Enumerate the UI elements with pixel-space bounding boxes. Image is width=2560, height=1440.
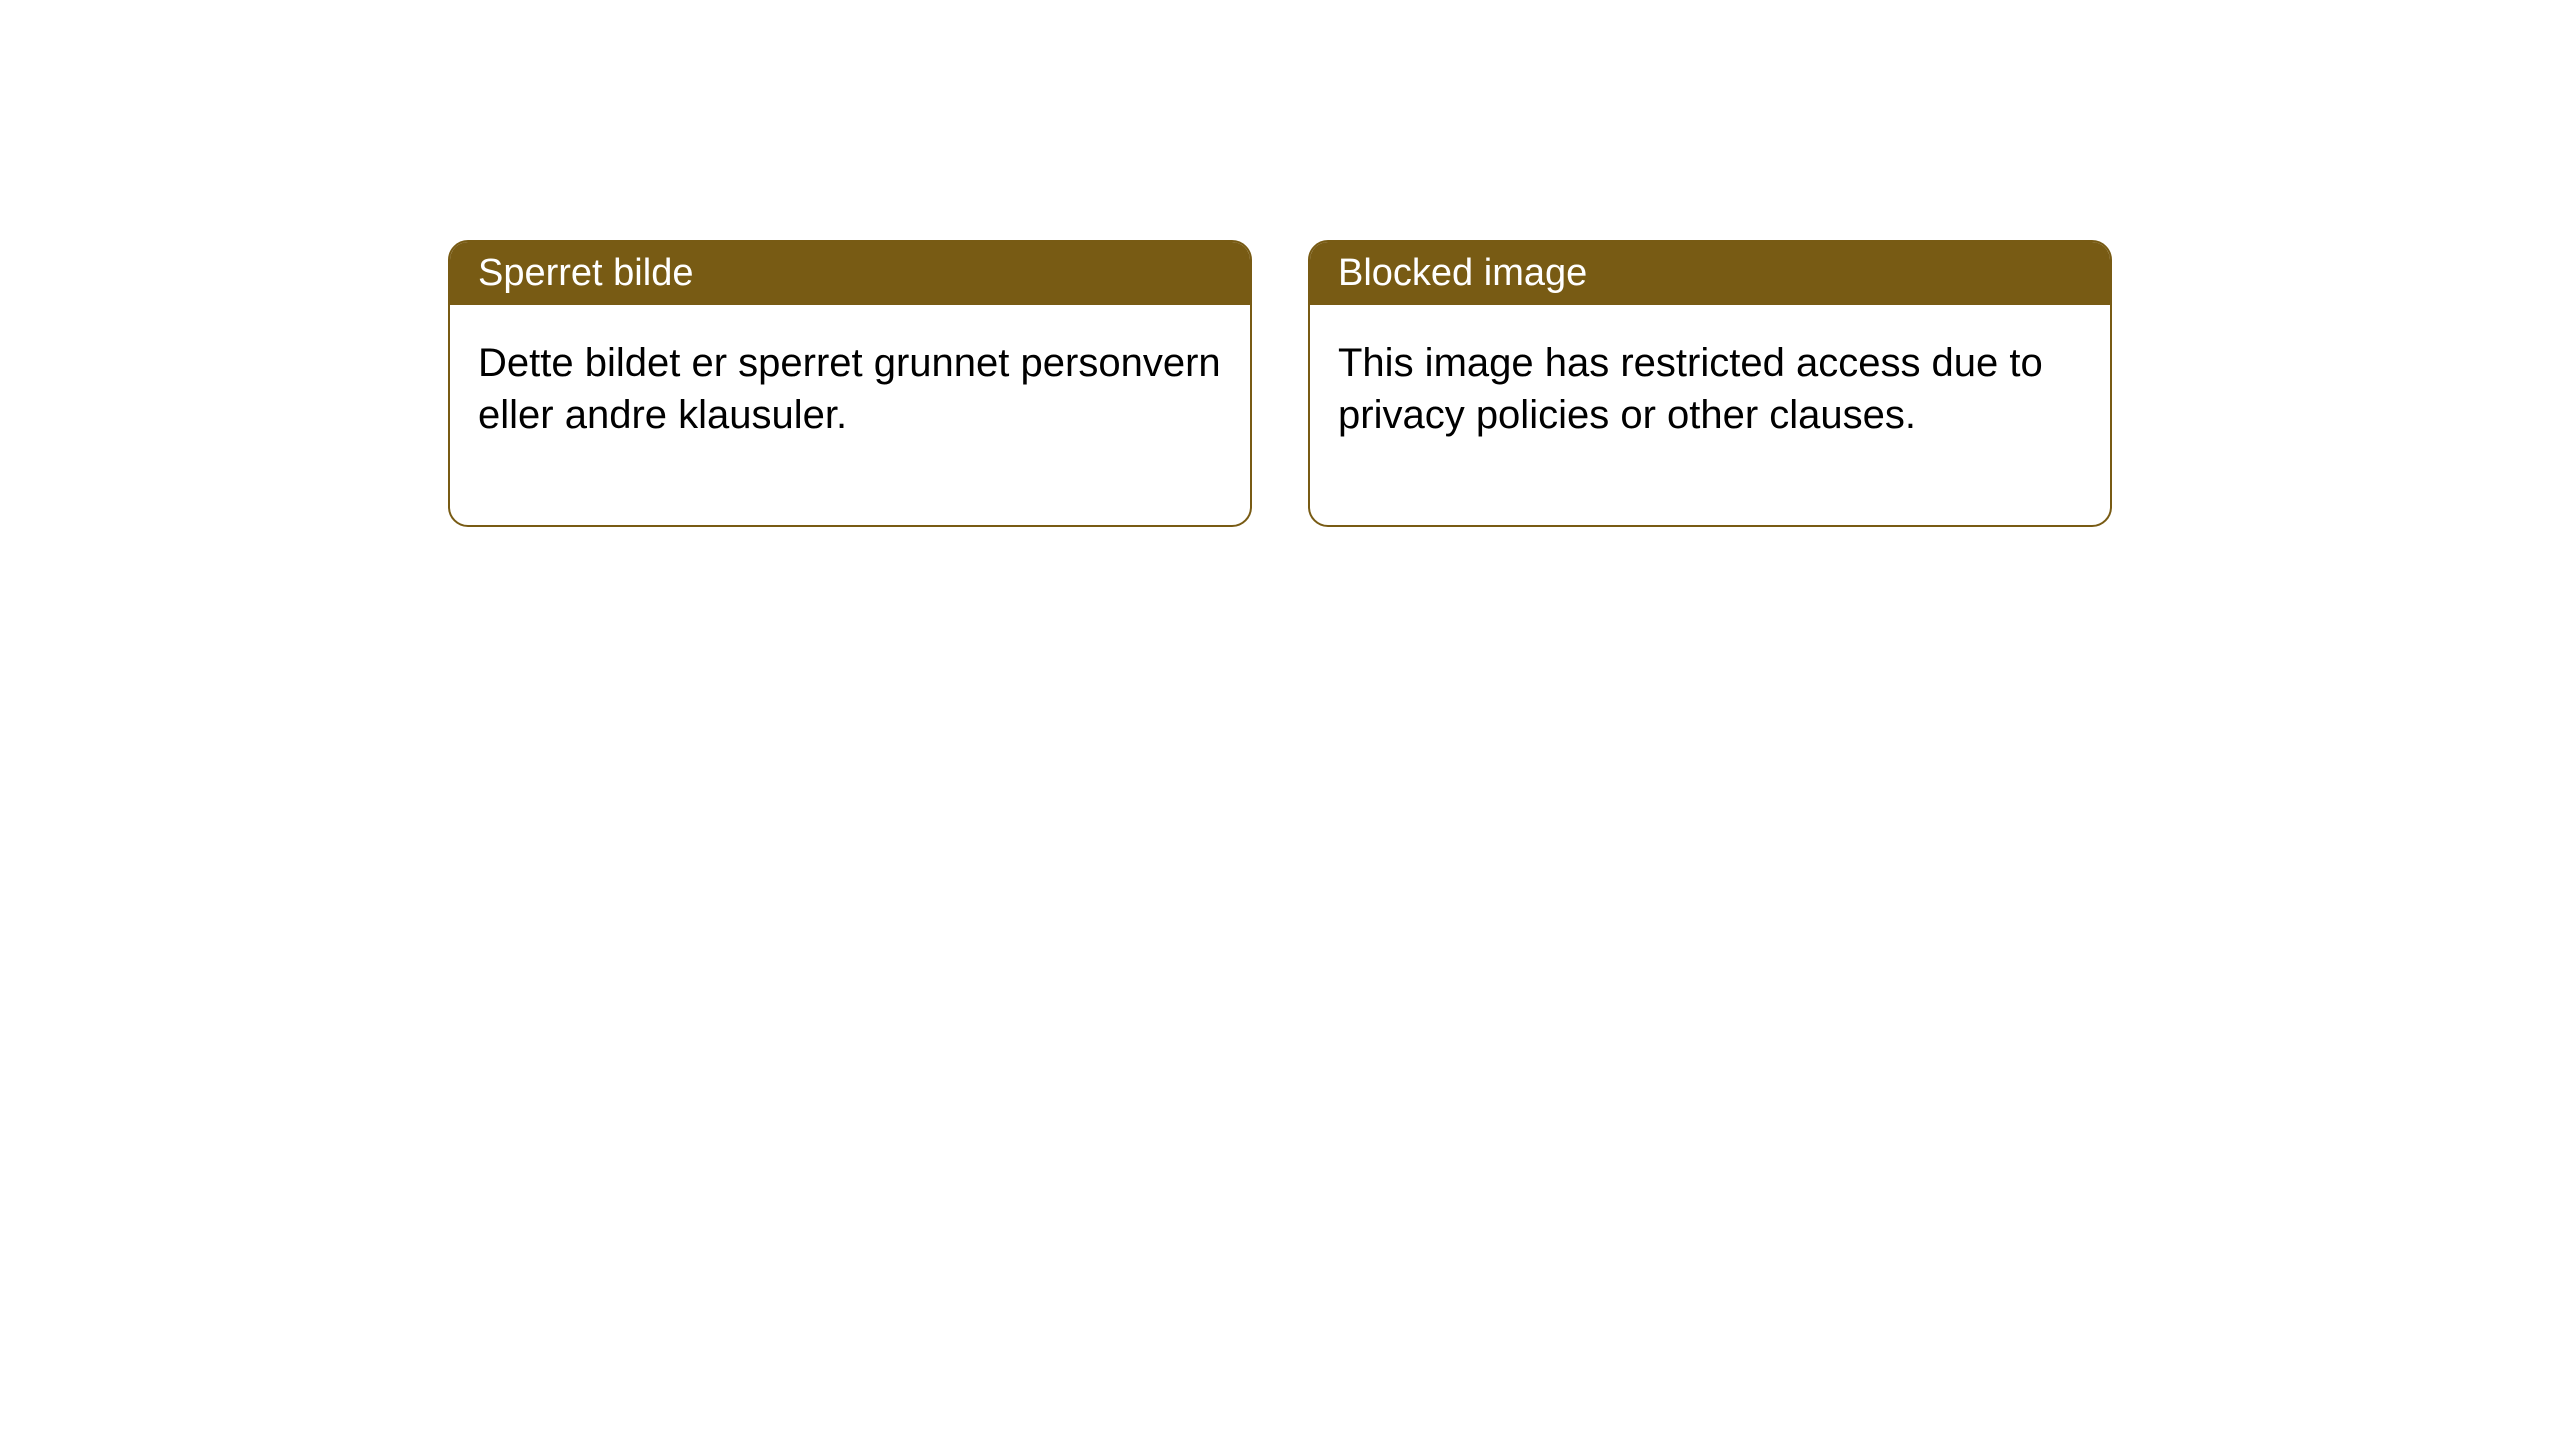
notice-header-no: Sperret bilde: [450, 242, 1250, 305]
notice-body-no: Dette bildet er sperret grunnet personve…: [450, 305, 1250, 525]
notice-title-en: Blocked image: [1338, 252, 1587, 294]
notice-card-en: Blocked image This image has restricted …: [1308, 240, 2112, 527]
notice-container: Sperret bilde Dette bildet er sperret gr…: [448, 240, 2112, 527]
notice-header-en: Blocked image: [1310, 242, 2110, 305]
notice-body-en: This image has restricted access due to …: [1310, 305, 2110, 525]
notice-text-no: Dette bildet er sperret grunnet personve…: [478, 341, 1221, 437]
notice-title-no: Sperret bilde: [478, 252, 693, 294]
notice-text-en: This image has restricted access due to …: [1338, 341, 2043, 437]
notice-card-no: Sperret bilde Dette bildet er sperret gr…: [448, 240, 1252, 527]
